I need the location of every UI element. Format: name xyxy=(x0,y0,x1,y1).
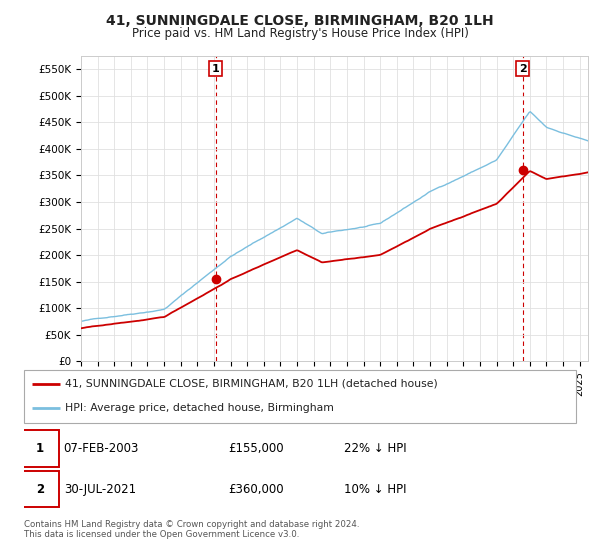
FancyBboxPatch shape xyxy=(21,471,59,507)
Text: 10% ↓ HPI: 10% ↓ HPI xyxy=(344,483,407,496)
Text: 2: 2 xyxy=(519,64,527,73)
Text: Contains HM Land Registry data © Crown copyright and database right 2024.
This d: Contains HM Land Registry data © Crown c… xyxy=(24,520,359,539)
Text: 07-FEB-2003: 07-FEB-2003 xyxy=(64,442,139,455)
Text: £155,000: £155,000 xyxy=(228,442,284,455)
FancyBboxPatch shape xyxy=(21,430,59,466)
Text: HPI: Average price, detached house, Birmingham: HPI: Average price, detached house, Birm… xyxy=(65,403,334,413)
Text: 41, SUNNINGDALE CLOSE, BIRMINGHAM, B20 1LH (detached house): 41, SUNNINGDALE CLOSE, BIRMINGHAM, B20 1… xyxy=(65,379,438,389)
Text: 41, SUNNINGDALE CLOSE, BIRMINGHAM, B20 1LH: 41, SUNNINGDALE CLOSE, BIRMINGHAM, B20 1… xyxy=(106,14,494,28)
Text: Price paid vs. HM Land Registry's House Price Index (HPI): Price paid vs. HM Land Registry's House … xyxy=(131,27,469,40)
Text: 30-JUL-2021: 30-JUL-2021 xyxy=(64,483,136,496)
FancyBboxPatch shape xyxy=(24,370,576,423)
Text: 1: 1 xyxy=(36,442,44,455)
Text: 1: 1 xyxy=(212,64,220,73)
Text: 22% ↓ HPI: 22% ↓ HPI xyxy=(344,442,407,455)
Text: 2: 2 xyxy=(36,483,44,496)
Text: £360,000: £360,000 xyxy=(228,483,284,496)
